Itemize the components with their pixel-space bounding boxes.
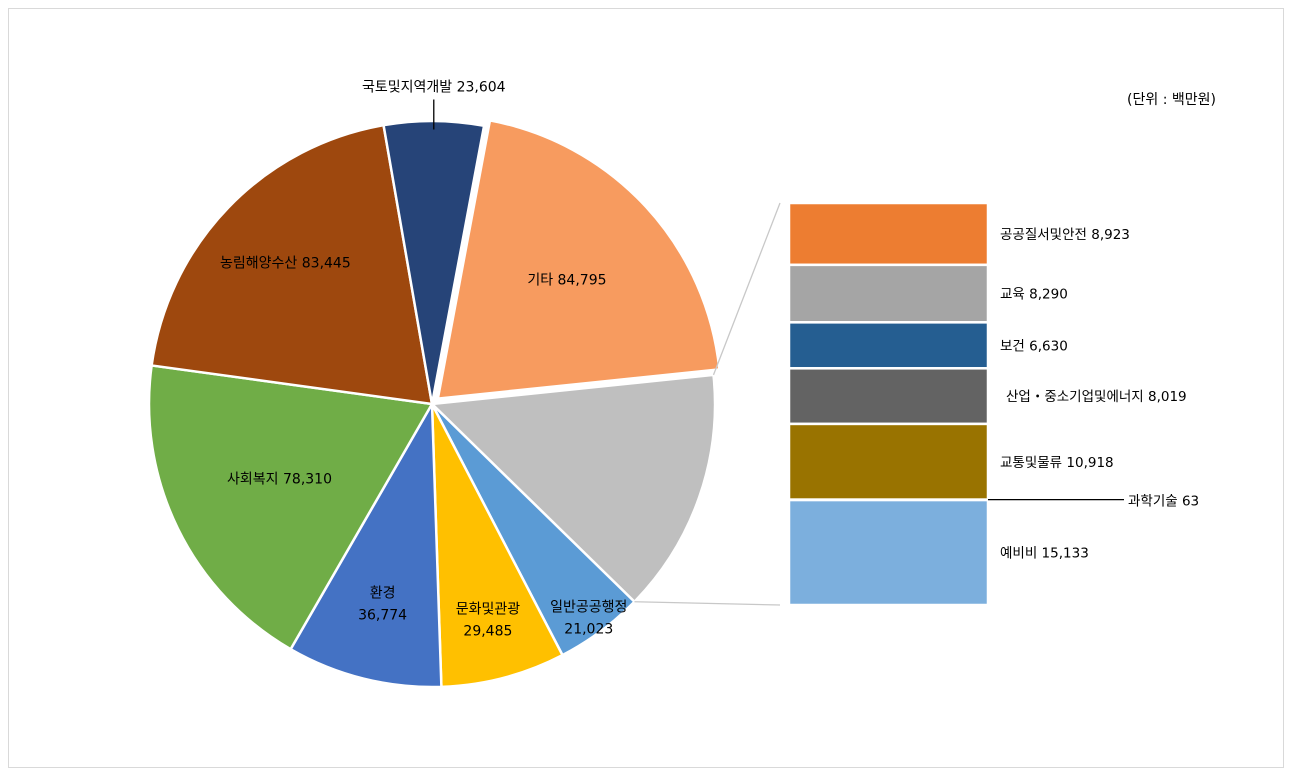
data-label-사회복지: 사회복지 78,310: [227, 472, 332, 488]
unit-note: (단위 : 백만원): [1127, 92, 1216, 108]
data-label-과학기술: 과학기술 63: [1128, 494, 1199, 510]
data-label-일반공공행정-name: 일반공공행정: [550, 599, 627, 615]
data-label-공공질서및안전: 공공질서및안전 8,923: [1000, 227, 1130, 243]
data-label-기타: 기타 84,795: [527, 273, 606, 289]
pie-group: [147, 118, 721, 689]
pie-slice-사회복지: [147, 364, 435, 651]
connector-top: [712, 202, 781, 376]
bar-segment-보건: [787, 321, 990, 370]
pie-slice-환경: [288, 399, 443, 689]
data-label-문화및관광-value: 29,485: [463, 624, 512, 640]
bar-segment-교통및물류: [787, 422, 990, 501]
pie-slice-문화및관광: [430, 403, 565, 689]
breakout-bar: [787, 201, 990, 607]
data-label-환경-name: 환경: [370, 586, 396, 602]
bar-segment-교육: [787, 263, 990, 324]
data-label-일반공공행정-value: 21,023: [564, 621, 613, 637]
data-label-농림해양수산: 농림해양수산 83,445: [220, 255, 351, 271]
connector-lines: [634, 202, 781, 606]
pie-slice-breakout: [429, 373, 717, 604]
data-label-예비비: 예비비 15,133: [1000, 546, 1089, 562]
data-labels: 기타 84,795 일반공공행정 21,023 문화및관광 29,485 환경 36,774…: [220, 79, 1199, 639]
data-label-보건: 보건 6,630: [1000, 338, 1068, 354]
data-label-교통및물류: 교통및물류 10,918: [1000, 455, 1114, 471]
data-label-문화및관광-name: 문화및관광: [456, 602, 521, 618]
bar-segment-산업중소기업및에너지: [787, 367, 990, 426]
data-label-국토및지역개발: 국토및지역개발 23,604: [362, 79, 506, 95]
pie-slice-농림해양수산: [150, 123, 434, 406]
connector-bottom: [634, 601, 781, 606]
data-label-산업중소기업및에너지: 산업・중소기업및에너지 8,019: [1006, 389, 1187, 405]
bar-segment-공공질서및안전: [787, 201, 990, 267]
data-label-교육: 교육 8,290: [1000, 287, 1068, 303]
pie-slice-기타: [436, 118, 721, 400]
data-label-환경-value: 36,774: [358, 608, 407, 624]
bar-segment-예비비: [787, 498, 990, 607]
